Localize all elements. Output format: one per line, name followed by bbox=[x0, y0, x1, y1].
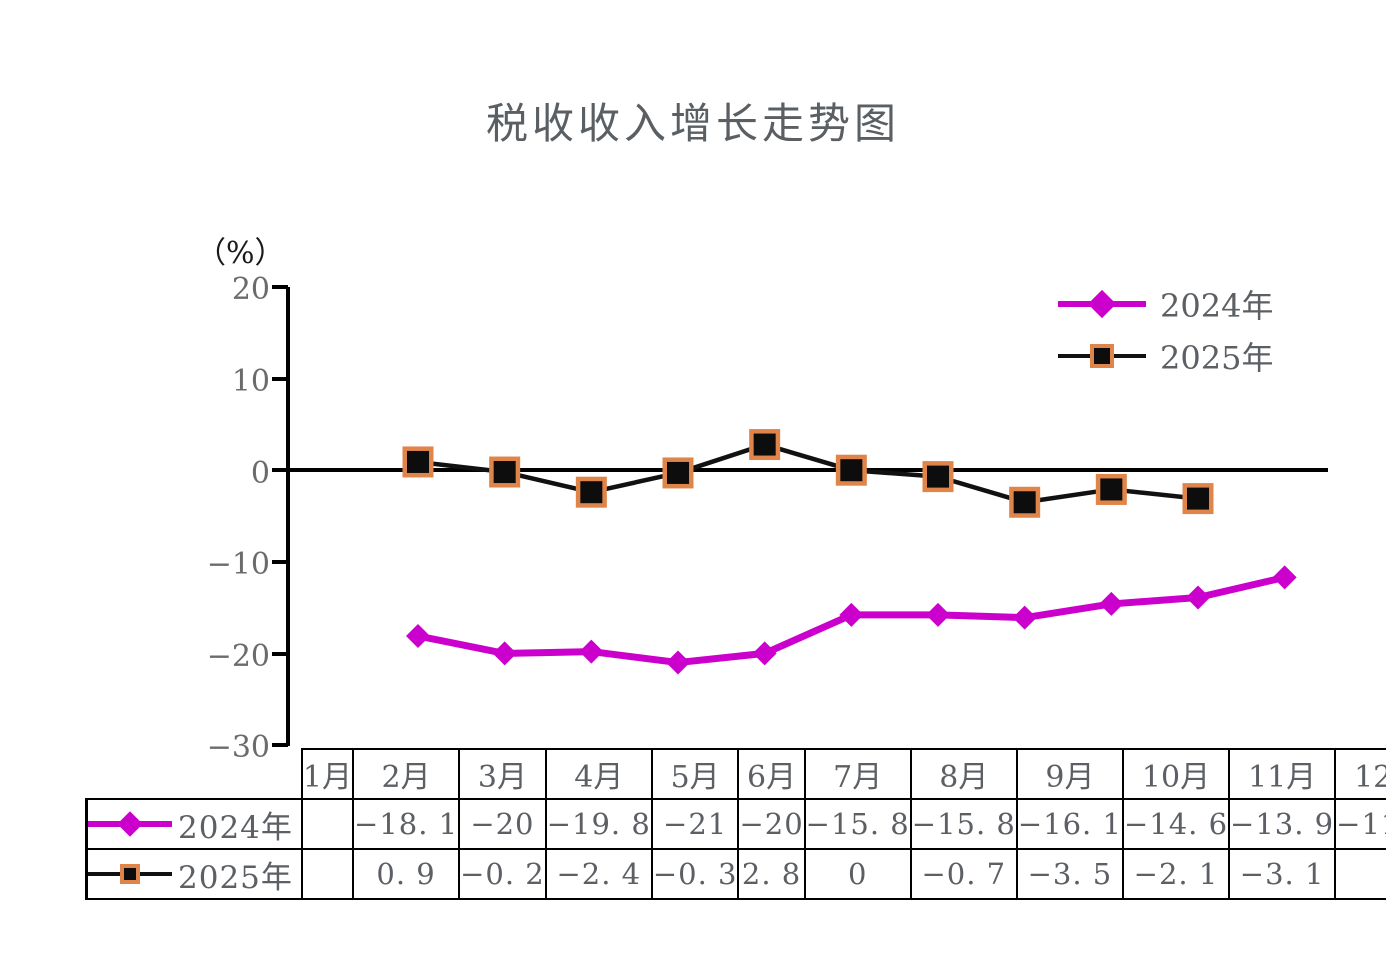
table-cell: −3. 1 bbox=[1228, 848, 1337, 900]
row-header-2025: 2025年 bbox=[84, 848, 303, 900]
table-cell: −18. 1 bbox=[351, 798, 461, 850]
y-tick-label: −30 bbox=[206, 730, 270, 765]
month-header: 3月 bbox=[458, 748, 547, 800]
data-point-marker bbox=[926, 602, 950, 627]
row-label: 2024年 bbox=[178, 809, 293, 846]
data-point-marker bbox=[1012, 605, 1037, 630]
month-header: 1月 bbox=[300, 748, 355, 800]
data-point-marker bbox=[579, 639, 604, 664]
data-table: 1月 2月 3月 4月 5月 6月 7月 8月 9月 10月 11月 12月 2… bbox=[84, 748, 1386, 900]
data-point-marker bbox=[1186, 585, 1210, 610]
table-cell: −0. 3 bbox=[650, 848, 740, 900]
month-header: 7月 bbox=[803, 748, 912, 800]
diamond-marker-icon bbox=[88, 809, 172, 839]
table-cell: −19. 8 bbox=[544, 798, 653, 850]
month-header: 8月 bbox=[909, 748, 1018, 800]
table-row-2024: 2024年 −18. 1 −20 −19. 8 −21 −20 −15. 8 −… bbox=[84, 798, 1386, 850]
table-cell bbox=[300, 848, 355, 900]
data-point-marker bbox=[835, 454, 867, 486]
table-cell bbox=[1334, 848, 1386, 900]
month-header: 11月 bbox=[1228, 748, 1337, 800]
data-point-marker bbox=[1272, 565, 1297, 590]
table-cell: −2. 1 bbox=[1121, 848, 1231, 900]
data-point-marker bbox=[662, 457, 694, 489]
table-cell: −2. 4 bbox=[544, 848, 653, 900]
series-line bbox=[415, 442, 1201, 505]
legend-label: 2025年 bbox=[1160, 339, 1274, 377]
table-corner-cell bbox=[87, 749, 302, 799]
diamond-marker-icon bbox=[1058, 287, 1146, 321]
month-header: 5月 bbox=[650, 748, 740, 800]
y-axis-unit-label: （%） bbox=[196, 236, 285, 271]
legend-item-2025: 2025年 bbox=[1058, 330, 1318, 382]
table-cell: −11. 7 bbox=[1334, 798, 1386, 850]
data-point-marker bbox=[752, 641, 777, 666]
month-header: 12月 bbox=[1334, 748, 1386, 800]
y-tick-label: 0 bbox=[250, 456, 270, 491]
table-cell: −16. 1 bbox=[1015, 798, 1124, 850]
y-tick-label: 20 bbox=[231, 272, 270, 307]
page-title: 税收收入增长走势图 bbox=[485, 99, 900, 148]
table-cell: −0. 2 bbox=[458, 848, 547, 900]
y-tick-label: 10 bbox=[231, 364, 270, 399]
table-cell: −3. 5 bbox=[1015, 848, 1124, 900]
table-cell: −0. 7 bbox=[909, 848, 1018, 900]
table-cell: −15. 8 bbox=[909, 798, 1018, 850]
square-marker-icon bbox=[1058, 339, 1146, 373]
row-header-2024: 2024年 bbox=[84, 798, 303, 850]
series-layer bbox=[402, 429, 1297, 675]
data-point-marker bbox=[1182, 483, 1214, 515]
data-point-marker bbox=[406, 623, 430, 648]
table-cell: −15. 8 bbox=[803, 798, 912, 850]
table-cell: 0. 9 bbox=[351, 848, 461, 900]
table-cell: −21 bbox=[650, 798, 740, 850]
month-header: 6月 bbox=[737, 748, 806, 800]
table-cell: −20 bbox=[737, 798, 806, 850]
data-point-marker bbox=[666, 650, 690, 675]
data-point-marker bbox=[922, 461, 954, 493]
table-cell: −14. 6 bbox=[1121, 798, 1231, 850]
y-tick-label: −20 bbox=[206, 639, 270, 674]
table-cell: 2. 8 bbox=[737, 848, 806, 900]
table-row-2025: 2025年 0. 9 −0. 2 −2. 4 −0. 3 2. 8 0 −0. … bbox=[84, 848, 1386, 900]
table-cell: 0 bbox=[803, 848, 912, 900]
table-cell bbox=[300, 798, 355, 850]
square-marker-icon bbox=[88, 859, 172, 889]
data-point-marker bbox=[492, 641, 517, 666]
month-header: 4月 bbox=[544, 748, 653, 800]
row-label: 2025年 bbox=[178, 859, 293, 896]
table-cell: −13. 9 bbox=[1228, 798, 1337, 850]
data-point-marker bbox=[1099, 591, 1124, 616]
data-point-marker bbox=[489, 456, 521, 488]
chart-legend: 2024年 2025年 bbox=[1058, 278, 1318, 382]
data-point-marker bbox=[1009, 486, 1041, 518]
table-header-row: 1月 2月 3月 4月 5月 6月 7月 8月 9月 10月 11月 12月 bbox=[87, 748, 1386, 800]
data-point-marker bbox=[1095, 473, 1127, 505]
month-header: 9月 bbox=[1015, 748, 1124, 800]
month-header: 10月 bbox=[1121, 748, 1231, 800]
data-point-marker bbox=[749, 429, 781, 461]
data-point-marker bbox=[402, 446, 434, 478]
table-cell: −20 bbox=[458, 798, 547, 850]
month-header: 2月 bbox=[351, 748, 461, 800]
legend-label: 2024年 bbox=[1160, 287, 1274, 325]
data-point-marker bbox=[575, 476, 607, 508]
legend-item-2024: 2024年 bbox=[1058, 278, 1318, 330]
y-tick-label: −10 bbox=[206, 547, 270, 582]
data-point-marker bbox=[839, 602, 864, 627]
